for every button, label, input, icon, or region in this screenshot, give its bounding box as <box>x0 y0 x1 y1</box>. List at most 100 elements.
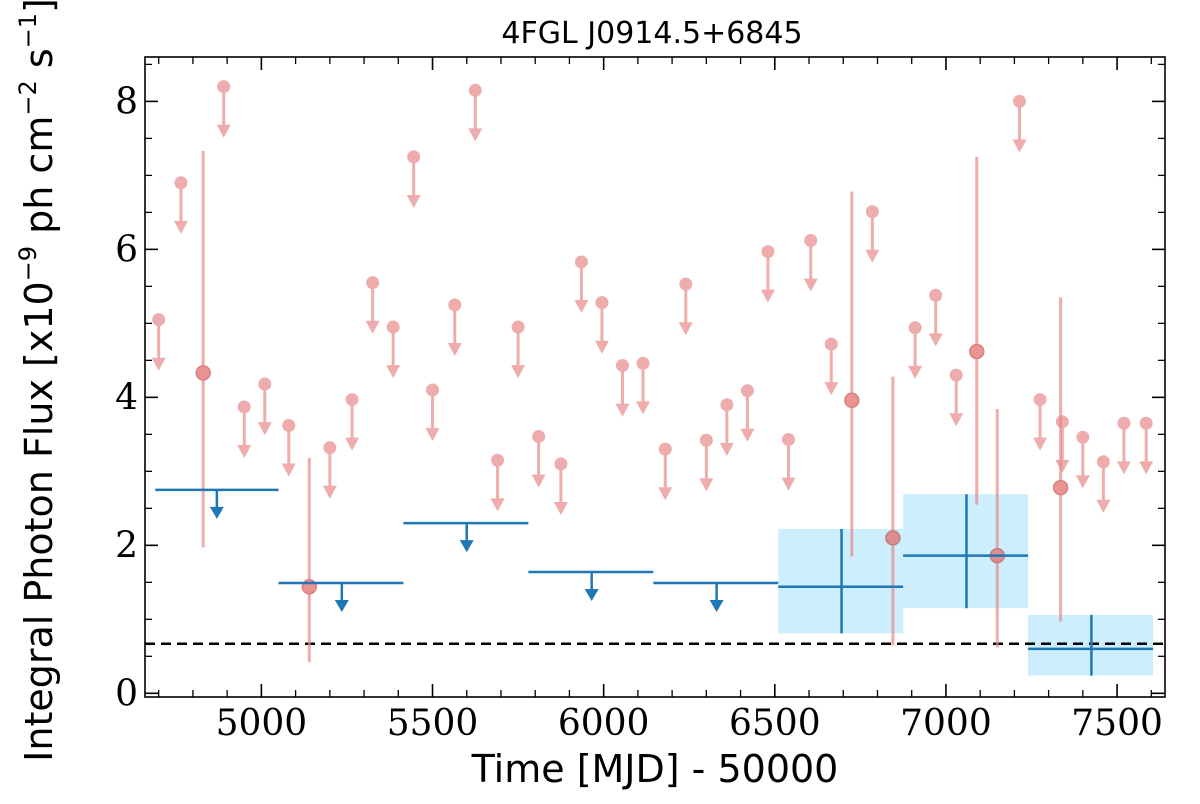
fine-ul-arrowhead <box>1116 461 1131 475</box>
fine-upper-limit-28 <box>781 433 796 491</box>
fine-ul-marker <box>258 377 272 391</box>
fine-upper-limit-23 <box>678 277 693 336</box>
fine-ul-marker <box>761 245 775 259</box>
fine-upper-limit-37 <box>1055 415 1070 473</box>
fine-upper-limit-12 <box>447 298 462 356</box>
fine-ul-marker <box>217 80 231 94</box>
fine-upper-limit-36 <box>1033 393 1048 451</box>
fine-upper-limit-15 <box>511 320 526 379</box>
fine-ul-marker <box>1139 416 1153 430</box>
fine-ul-marker <box>323 441 337 455</box>
fine-ul-marker <box>636 356 650 370</box>
fine-ul-arrowhead <box>1096 499 1111 513</box>
fine-series-layer <box>151 80 1154 663</box>
fine-upper-limit-1 <box>173 176 188 234</box>
fine-ul-marker <box>949 368 963 382</box>
y-axis-title-exp2: −2 <box>14 80 42 115</box>
fine-ul-marker <box>237 400 251 414</box>
fine-ul-arrowhead <box>928 333 943 347</box>
fine-ul-arrowhead <box>760 289 775 303</box>
y-axis-title-exp1: −9 <box>14 246 42 281</box>
fine-ul-arrowhead <box>949 413 964 427</box>
fine-upper-limit-34 <box>949 368 964 427</box>
fine-upper-limit-22 <box>658 442 673 501</box>
fine-ul-marker <box>386 320 400 334</box>
fine-upper-limit-9 <box>386 320 401 379</box>
fine-ul-marker <box>699 433 713 447</box>
fine-ul-arrowhead <box>865 249 880 263</box>
fine-ul-arrowhead <box>406 194 421 208</box>
fine-ul-marker <box>908 321 922 335</box>
fine-upper-limit-14 <box>490 453 505 512</box>
fine-ul-marker <box>282 418 296 432</box>
fine-ul-marker <box>152 313 166 327</box>
y-axis-title-mid: ph cm <box>17 116 61 246</box>
fine-ul-arrowhead <box>257 422 272 436</box>
fine-upper-limit-20 <box>615 359 630 417</box>
y-tick-label: 0 <box>115 673 138 714</box>
fine-upper-limit-21 <box>636 356 651 415</box>
fine-ul-marker <box>1076 430 1090 444</box>
fine-ul-arrowhead <box>365 320 380 334</box>
fine-upper-limit-3 <box>237 400 252 459</box>
fine-ul-arrowhead <box>699 478 714 492</box>
coarse-detection-0 <box>778 529 904 634</box>
fine-ul-marker <box>595 296 609 310</box>
x-tick-label: 5000 <box>216 703 308 744</box>
fine-ul-arrowhead <box>237 445 252 459</box>
fine-ul-arrowhead <box>636 401 651 415</box>
coarse-ul-arrowhead <box>209 506 224 519</box>
fine-ul-arrowhead <box>1055 459 1070 473</box>
x-tick-label: 7000 <box>900 703 992 744</box>
fine-ul-marker <box>824 337 838 351</box>
fine-ul-marker <box>615 359 629 373</box>
fine-ul-arrowhead <box>386 365 401 379</box>
fine-detection-3 <box>885 376 901 646</box>
fine-ul-arrowhead <box>1075 475 1090 489</box>
fine-detection-4 <box>968 156 985 505</box>
fine-upper-limit-16 <box>531 430 546 488</box>
fine-ul-arrowhead <box>173 220 188 234</box>
fine-ul-arrowhead <box>553 502 568 516</box>
fine-ul-marker <box>804 233 818 247</box>
fine-ul-arrowhead <box>490 498 505 512</box>
coarse-upper-limit-0 <box>155 488 279 519</box>
coarse-ul-arrowhead <box>584 588 599 601</box>
fine-upper-limit-33 <box>928 288 943 347</box>
fine-detection-marker <box>1052 479 1069 496</box>
coarse-upper-limit-3 <box>528 570 654 601</box>
fine-upper-limit-38 <box>1075 430 1090 489</box>
fine-ul-marker <box>720 398 734 412</box>
fine-ul-arrowhead <box>447 342 462 356</box>
fine-ul-arrowhead <box>908 365 923 379</box>
fine-ul-marker <box>366 276 380 290</box>
fine-upper-limit-26 <box>740 384 755 442</box>
fine-ul-arrowhead <box>1033 437 1048 451</box>
fine-ul-marker <box>1096 455 1110 469</box>
fine-ul-marker <box>929 288 943 302</box>
fine-detection-0 <box>195 150 211 548</box>
y-tick-label: 6 <box>115 229 138 270</box>
fine-ul-arrowhead <box>594 340 609 354</box>
x-tick-label: 7500 <box>1071 703 1163 744</box>
fine-ul-arrowhead <box>678 322 693 336</box>
coarse-upper-limit-4 <box>653 581 779 613</box>
fine-upper-limit-5 <box>281 418 296 477</box>
fine-upper-limit-32 <box>908 321 923 379</box>
fine-upper-limit-19 <box>594 296 609 354</box>
fine-ul-marker <box>468 83 482 97</box>
fine-ul-arrowhead <box>803 278 818 292</box>
fine-detection-marker <box>968 343 985 360</box>
fine-ul-marker <box>658 442 672 456</box>
fine-upper-limit-10 <box>406 150 421 208</box>
fine-upper-limit-27 <box>760 245 775 303</box>
fine-detection-marker <box>195 365 211 381</box>
y-tick-label: 2 <box>115 525 138 566</box>
fine-upper-limit-29 <box>803 233 818 292</box>
fine-ul-arrowhead <box>531 474 546 488</box>
coarse-detection-2 <box>1028 614 1154 676</box>
fine-upper-limit-30 <box>824 337 839 396</box>
chart-title: 4FGL J0914.5+6845 <box>501 16 802 51</box>
fine-ul-arrowhead <box>1012 139 1027 153</box>
